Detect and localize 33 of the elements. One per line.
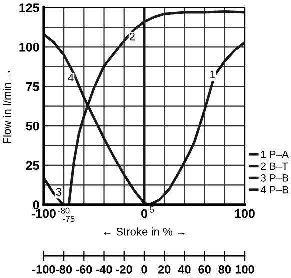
x-tick-label: -100 [32, 209, 56, 218]
x2-tick-label: -20 [116, 265, 132, 274]
annotation: 5 [150, 206, 154, 213]
annotation: 4 [68, 74, 74, 82]
x2-tick-label: 100 [236, 265, 254, 274]
y-tick-label: 25 [26, 161, 40, 170]
y-tick-label: 0 [33, 200, 40, 210]
x2-tick-label: -60 [76, 265, 92, 274]
x-axis-title: ← Stroke in % → [104, 228, 185, 236]
x2-tick-label: -100 [32, 265, 56, 274]
y-tick-label: 50 [26, 122, 40, 131]
y-tick-label: 100 [20, 43, 40, 52]
y-tick-label: 75 [26, 82, 40, 92]
annotation: 2 [130, 32, 135, 41]
legend-label: 3 P–B [261, 174, 288, 182]
x2-tick-label: 60 [198, 265, 211, 274]
x2-tick-label: -80 [56, 265, 72, 274]
x2-tick-label: 40 [178, 265, 191, 274]
y-tick-label: 125 [20, 4, 40, 12]
x2-tick-label: 80 [218, 265, 231, 274]
x-tick-label: 0 [142, 209, 148, 218]
y-axis-title: Flow in l/min → [3, 70, 12, 144]
annotation: -75 [63, 216, 75, 222]
annotation: -80 [58, 208, 70, 214]
x-tick-label: 100 [235, 209, 255, 218]
annotation: 1 [210, 70, 216, 78]
legend-label: 4 P–B [260, 186, 288, 194]
x2-tick-label: -40 [96, 265, 112, 274]
x2-tick-label: 0 [142, 265, 148, 274]
annotation: 3 [56, 188, 62, 196]
legend-label: 1 P–A [261, 151, 290, 158]
x2-tick-label: 20 [158, 265, 171, 274]
legend-label: 2 B–T [261, 162, 288, 170]
